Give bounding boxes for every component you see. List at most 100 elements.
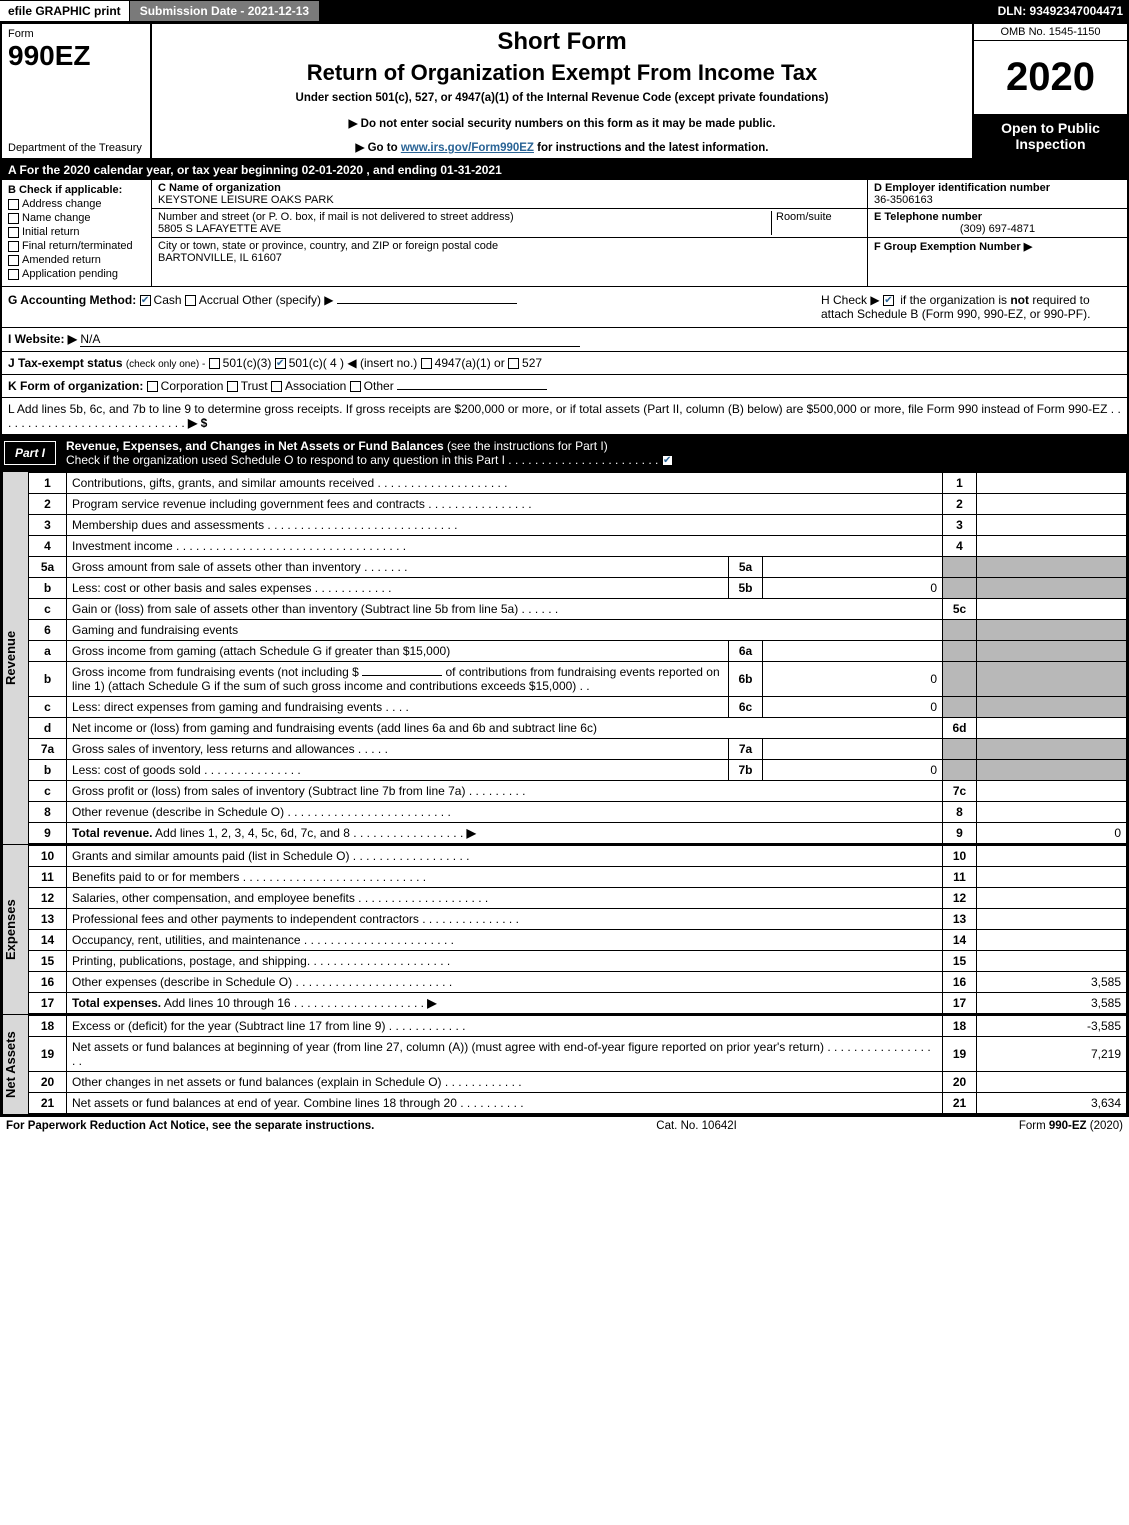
line-18: 18Excess or (deficit) for the year (Subt… xyxy=(29,1016,1127,1037)
chk-cash[interactable] xyxy=(140,295,151,306)
footer-left: For Paperwork Reduction Act Notice, see … xyxy=(6,1120,374,1132)
box-h: H Check ▶ if the organization is not req… xyxy=(821,293,1121,321)
dept-treasury: Department of the Treasury xyxy=(8,142,144,154)
top-bar: efile GRAPHIC print Submission Date - 20… xyxy=(0,0,1129,22)
lbl-initial-return: Initial return xyxy=(22,226,79,238)
netassets-side-label: Net Assets xyxy=(2,1015,28,1114)
chk-assoc[interactable] xyxy=(271,381,282,392)
period-row: A For the 2020 calendar year, or tax yea… xyxy=(2,160,1127,180)
org-name-label: C Name of organization xyxy=(158,182,861,194)
line-2: 2Program service revenue including gover… xyxy=(29,494,1127,515)
line-1: 1Contributions, gifts, grants, and simil… xyxy=(29,473,1127,494)
lbl-cash: Cash xyxy=(154,293,182,307)
line-7a: 7aGross sales of inventory, less returns… xyxy=(29,739,1127,760)
chk-4947[interactable] xyxy=(421,358,432,369)
chk-other-org[interactable] xyxy=(350,381,361,392)
open-to-public: Open to Public Inspection xyxy=(974,114,1127,158)
line-7c: cGross profit or (loss) from sales of in… xyxy=(29,781,1127,802)
street-label: Number and street (or P. O. box, if mail… xyxy=(158,211,771,223)
lbl-address-change: Address change xyxy=(22,198,102,210)
line-13: 13Professional fees and other payments t… xyxy=(29,909,1127,930)
h-prefix: H Check ▶ xyxy=(821,293,883,307)
box-b: B Check if applicable: Address change Na… xyxy=(2,180,152,286)
part-i-title-rest: (see the instructions for Part I) xyxy=(444,439,608,453)
part-i-header: Part I Revenue, Expenses, and Changes in… xyxy=(2,435,1127,472)
goto-suffix: for instructions and the latest informat… xyxy=(534,142,769,154)
phone-value: (309) 697-4871 xyxy=(874,223,1121,235)
line-5c: cGain or (loss) from sale of assets othe… xyxy=(29,599,1127,620)
lbl-4947: 4947(a)(1) or xyxy=(435,356,505,370)
lbl-pending: Application pending xyxy=(22,268,118,280)
line-5a: 5aGross amount from sale of assets other… xyxy=(29,557,1127,578)
chk-trust[interactable] xyxy=(227,381,238,392)
chk-schedule-b[interactable] xyxy=(883,295,894,306)
revenue-section: Revenue 1Contributions, gifts, grants, a… xyxy=(2,472,1127,845)
chk-address-change[interactable] xyxy=(8,199,19,210)
tax-year: 2020 xyxy=(974,41,1127,114)
part-i-title: Revenue, Expenses, and Changes in Net As… xyxy=(58,435,1127,471)
accounting-label: G Accounting Method: xyxy=(8,293,136,307)
part-i-label: Part I xyxy=(4,441,56,465)
city-value: BARTONVILLE, IL 61607 xyxy=(158,252,861,264)
lbl-corp: Corporation xyxy=(161,379,224,393)
expenses-side-label: Expenses xyxy=(2,845,28,1014)
form-container: Form 990EZ Department of the Treasury Sh… xyxy=(0,22,1129,1117)
lbl-other-org: Other xyxy=(364,379,394,393)
chk-name-change[interactable] xyxy=(8,213,19,224)
line-10: 10Grants and similar amounts paid (list … xyxy=(29,846,1127,867)
goto-prefix: ▶ Go to xyxy=(356,142,401,154)
header-center: Short Form Return of Organization Exempt… xyxy=(152,24,972,158)
goto-line: ▶ Go to www.irs.gov/Form990EZ for instru… xyxy=(158,140,966,154)
form-org-label: K Form of organization: xyxy=(8,379,143,393)
chk-final-return[interactable] xyxy=(8,241,19,252)
line-6: 6Gaming and fundraising events xyxy=(29,620,1127,641)
dln-label: DLN: 93492347004471 xyxy=(998,4,1129,18)
lbl-527: 527 xyxy=(522,356,542,370)
part-i-subtitle: Check if the organization used Schedule … xyxy=(66,453,505,467)
revenue-table: 1Contributions, gifts, grants, and simil… xyxy=(28,472,1127,844)
chk-527[interactable] xyxy=(508,358,519,369)
chk-501c3[interactable] xyxy=(209,358,220,369)
form-label: Form xyxy=(8,28,144,40)
chk-pending[interactable] xyxy=(8,269,19,280)
box-c: C Name of organization KEYSTONE LEISURE … xyxy=(152,180,867,286)
efile-print-label[interactable]: efile GRAPHIC print xyxy=(0,1,129,21)
lbl-assoc: Association xyxy=(285,379,346,393)
box-g: G Accounting Method: Cash Accrual Other … xyxy=(8,293,821,321)
chk-accrual[interactable] xyxy=(185,295,196,306)
check-only-one: (check only one) - xyxy=(126,359,205,370)
line-20: 20Other changes in net assets or fund ba… xyxy=(29,1072,1127,1093)
org-name-value: KEYSTONE LEISURE OAKS PARK xyxy=(158,194,861,206)
chk-amended[interactable] xyxy=(8,255,19,266)
other-org-line[interactable] xyxy=(397,389,547,390)
line-4: 4Investment income . . . . . . . . . . .… xyxy=(29,536,1127,557)
phone-label: E Telephone number xyxy=(874,211,1121,223)
tax-exempt-label: J Tax-exempt status xyxy=(8,356,123,370)
footer-cat: Cat. No. 10642I xyxy=(656,1120,737,1132)
gh-row: G Accounting Method: Cash Accrual Other … xyxy=(2,287,1127,328)
line-14: 14Occupancy, rent, utilities, and mainte… xyxy=(29,930,1127,951)
irs-link[interactable]: www.irs.gov/Form990EZ xyxy=(401,142,534,154)
street-value: 5805 S LAFAYETTE AVE xyxy=(158,223,771,235)
ein-label: D Employer identification number xyxy=(874,182,1121,194)
submission-date-button[interactable]: Submission Date - 2021-12-13 xyxy=(129,0,320,22)
ein-value: 36-3506163 xyxy=(874,194,1121,206)
city-label: City or town, state or province, country… xyxy=(158,240,861,252)
box-def: D Employer identification number 36-3506… xyxy=(867,180,1127,286)
header-left: Form 990EZ Department of the Treasury xyxy=(2,24,152,158)
line-6b: bGross income from fundraising events (n… xyxy=(29,662,1127,697)
l-arrow: ▶ $ xyxy=(188,416,207,430)
box-l: L Add lines 5b, 6c, and 7b to line 9 to … xyxy=(2,398,1127,435)
chk-schedule-o[interactable] xyxy=(662,455,673,466)
box-j: J Tax-exempt status (check only one) - 5… xyxy=(2,352,1127,375)
lbl-final-return: Final return/terminated xyxy=(22,240,133,252)
return-title: Return of Organization Exempt From Incom… xyxy=(158,60,966,86)
chk-initial-return[interactable] xyxy=(8,227,19,238)
chk-corp[interactable] xyxy=(147,381,158,392)
line-6a: aGross income from gaming (attach Schedu… xyxy=(29,641,1127,662)
chk-501c[interactable] xyxy=(275,358,286,369)
expenses-table: 10Grants and similar amounts paid (list … xyxy=(28,845,1127,1014)
other-specify-line[interactable] xyxy=(337,303,517,304)
form-header: Form 990EZ Department of the Treasury Sh… xyxy=(2,24,1127,160)
line-21: 21Net assets or fund balances at end of … xyxy=(29,1093,1127,1114)
